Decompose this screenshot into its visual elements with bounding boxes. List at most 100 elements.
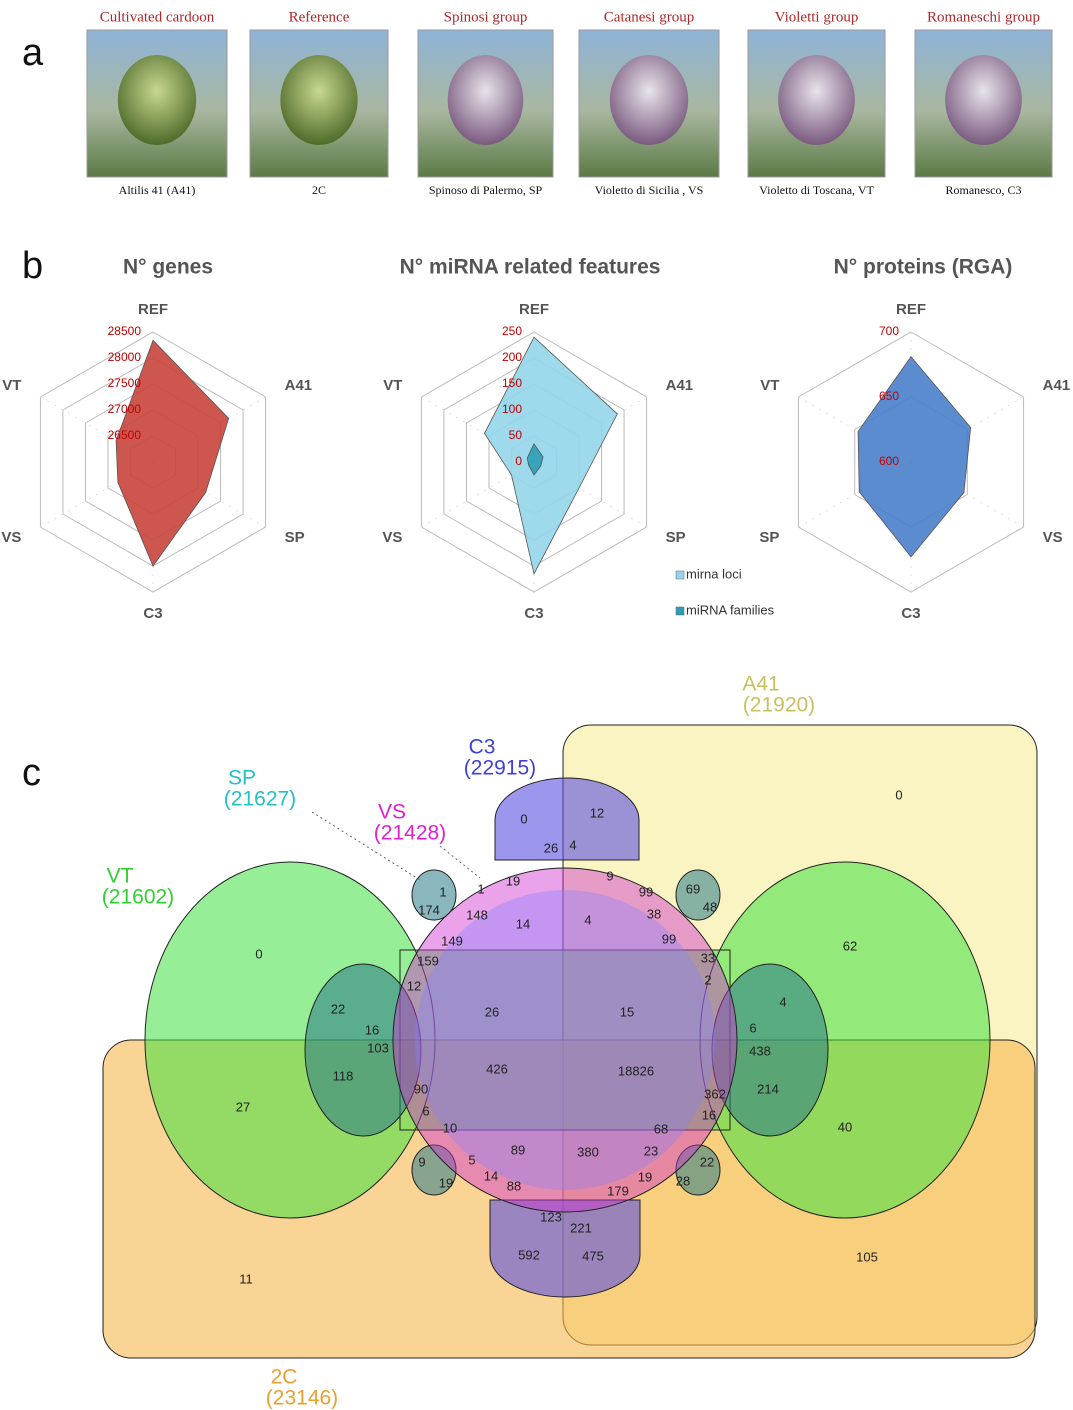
axis-label: C3	[143, 605, 162, 622]
axis-label: SP	[759, 529, 779, 546]
r-tick-label: 250	[502, 324, 522, 338]
r-tick-label: 650	[879, 389, 899, 403]
set-name: VS	[378, 801, 406, 824]
radar-area	[858, 357, 971, 557]
photo-caption: Altilis 41 (A41)	[119, 183, 196, 197]
chart-title: N° miRNA related features	[400, 256, 661, 279]
region-count: 4	[569, 837, 576, 852]
region-count: 9	[418, 1154, 425, 1169]
r-tick-label: 28000	[108, 350, 142, 364]
region-count: 174	[418, 902, 440, 917]
photo-title: Cultivated cardoon	[100, 9, 215, 25]
axis-label: REF	[896, 301, 926, 318]
photo-subject	[448, 55, 524, 145]
region-count: 438	[749, 1043, 771, 1058]
region-count: 16	[702, 1107, 716, 1122]
region-count: 88	[507, 1178, 521, 1193]
photo-subject	[610, 55, 688, 145]
region-count: 38	[647, 906, 661, 921]
region-count: 4	[584, 912, 591, 927]
region-count: 27	[236, 1099, 250, 1114]
region-count: 0	[895, 787, 902, 802]
panel-letter: c	[22, 752, 41, 794]
photo-subject	[778, 55, 855, 145]
region-count: 15	[620, 1004, 634, 1019]
set-name: VT	[107, 865, 134, 888]
axis-label: VS	[1, 529, 21, 546]
photo-caption: Spinoso di Palermo, SP	[429, 183, 543, 197]
region-count: 19	[506, 873, 520, 888]
r-tick-label: 50	[509, 428, 523, 442]
photo-title: Violetti group	[775, 9, 859, 25]
region-count: 28	[676, 1173, 690, 1188]
panel-letter: b	[22, 245, 43, 287]
region-count: 22	[700, 1154, 714, 1169]
axis-label: A41	[666, 377, 694, 394]
photo-title: Reference	[289, 9, 350, 25]
region-count: 475	[582, 1248, 604, 1263]
region-count: 1	[477, 881, 484, 896]
region-count: 69	[686, 881, 700, 896]
region-count: 426	[486, 1061, 508, 1076]
leader-line	[440, 846, 480, 878]
legend-label: mirna loci	[686, 566, 742, 581]
region-count: 380	[577, 1144, 599, 1159]
region-count: 99	[639, 884, 653, 899]
region-count: 33	[701, 950, 715, 965]
set-count: (21920)	[743, 694, 815, 717]
venn-shapes	[103, 725, 1037, 1358]
region-count: 40	[838, 1119, 852, 1134]
chart-title: N° genes	[123, 256, 213, 279]
region-count: 592	[518, 1247, 540, 1262]
region-count: 68	[654, 1121, 668, 1136]
r-tick-label: 600	[879, 454, 899, 468]
region-count: 89	[511, 1142, 525, 1157]
radar-area	[484, 337, 617, 574]
region-count: 123	[540, 1209, 562, 1224]
r-tick-label: 150	[502, 376, 522, 390]
region-count: 2	[704, 972, 711, 987]
region-count: 23	[644, 1143, 658, 1158]
r-tick-label: 27500	[108, 376, 142, 390]
axis-label: SP	[666, 529, 686, 546]
set-count: (21627)	[224, 788, 296, 811]
region-count: 4	[779, 994, 786, 1009]
legend-swatch	[676, 607, 684, 615]
region-count: 1	[439, 884, 446, 899]
region-count: 221	[570, 1220, 592, 1235]
set-name: A41	[742, 673, 779, 696]
region-count: 9	[606, 868, 613, 883]
region-count: 22	[331, 1001, 345, 1016]
r-tick-label: 200	[502, 350, 522, 364]
r-tick-label: 28500	[108, 324, 142, 338]
region-count: 105	[856, 1249, 878, 1264]
region-count: 18826	[618, 1063, 654, 1078]
region-count: 48	[703, 899, 717, 914]
axis-label: C3	[524, 605, 543, 622]
region-count: 12	[590, 805, 604, 820]
region-count: 179	[607, 1183, 629, 1198]
axis-label: REF	[519, 301, 549, 318]
photo-subject	[280, 55, 357, 145]
axis-label: VS	[382, 529, 402, 546]
region-count: 159	[417, 953, 439, 968]
r-tick-label: 26500	[108, 428, 142, 442]
axis-label: VS	[1043, 529, 1063, 546]
set-name: C3	[469, 736, 496, 759]
r-tick-label: 700	[879, 324, 899, 338]
photo-title: Romaneschi group	[927, 9, 1040, 25]
region-count: 0	[520, 811, 527, 826]
region-count: 118	[333, 1068, 354, 1083]
region-count: 148	[466, 907, 488, 922]
region-count: 6	[749, 1020, 756, 1035]
region-count: 103	[367, 1040, 389, 1055]
axis-label: SP	[285, 529, 305, 546]
photo-subject	[118, 55, 196, 145]
region-count: 19	[638, 1169, 652, 1184]
r-tick-label: 100	[502, 402, 522, 416]
photo-caption: Violetto di Sicilia , VS	[595, 183, 704, 197]
legend-swatch	[676, 571, 684, 579]
region-count: 14	[484, 1168, 498, 1183]
region-count: 214	[757, 1081, 779, 1096]
region-count: 6	[422, 1103, 429, 1118]
